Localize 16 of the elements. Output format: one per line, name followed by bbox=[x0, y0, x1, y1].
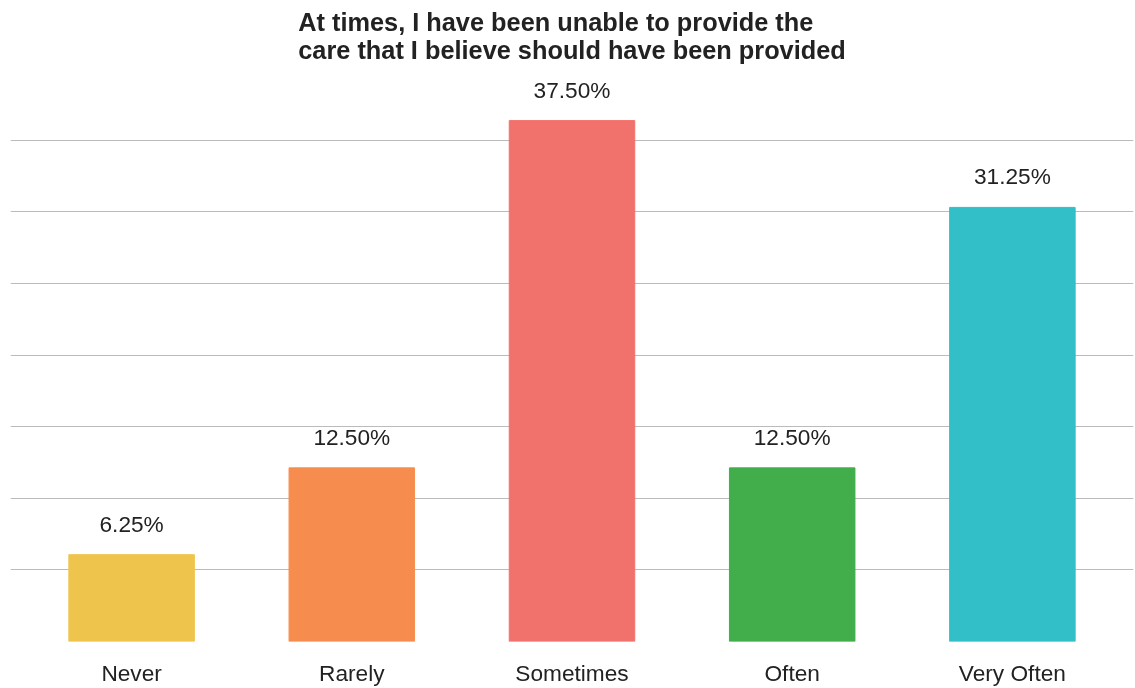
bar bbox=[288, 467, 416, 642]
x-tick-label: Very Often bbox=[958, 659, 1066, 686]
data-label: 6.25% bbox=[99, 510, 164, 537]
x-tick-label: Rarely bbox=[319, 659, 386, 686]
bar bbox=[949, 206, 1076, 642]
bar bbox=[508, 120, 636, 642]
x-tick-label: Sometimes bbox=[515, 659, 629, 686]
chart-title: At times, I have been unable to provide the care that I believe should have been provided bbox=[298, 7, 846, 64]
data-label: 37.50% bbox=[533, 76, 611, 103]
x-tick-label: Often bbox=[764, 659, 820, 686]
bar bbox=[728, 467, 856, 642]
bar bbox=[68, 554, 195, 642]
data-label: 31.25% bbox=[973, 163, 1051, 190]
x-tick-label: Never bbox=[101, 659, 163, 686]
data-label: 12.50% bbox=[313, 423, 391, 450]
data-label: 12.50% bbox=[753, 423, 831, 450]
